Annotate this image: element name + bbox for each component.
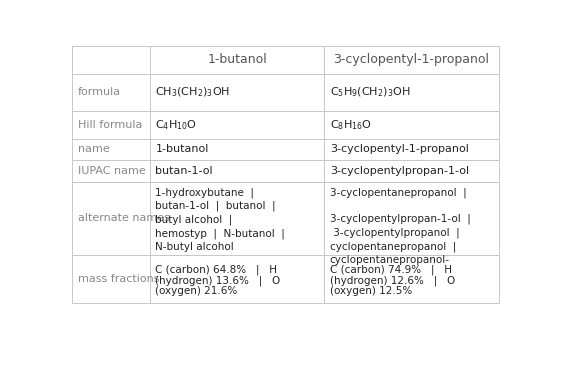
Text: 3-cyclopentyl-1-propanol: 3-cyclopentyl-1-propanol — [333, 53, 490, 66]
Bar — [72, 160, 150, 182]
Text: Hill formula: Hill formula — [78, 120, 142, 130]
Text: mass fractions: mass fractions — [78, 274, 159, 284]
Bar — [324, 74, 499, 111]
Text: (oxygen) 21.6%: (oxygen) 21.6% — [155, 287, 238, 296]
Text: 1-hydroxybutane  |
butan-1-ol  |  butanol  |
butyl alcohol  |
hemostyp  |  N-but: 1-hydroxybutane | butan-1-ol | butanol |… — [155, 187, 285, 252]
Text: C$_5$H$_9$(CH$_2$)$_3$OH: C$_5$H$_9$(CH$_2$)$_3$OH — [330, 85, 410, 99]
Text: formula: formula — [78, 87, 121, 97]
Bar — [324, 160, 499, 182]
Bar — [150, 46, 324, 74]
Text: butan-1-ol: butan-1-ol — [155, 166, 213, 176]
Bar — [150, 74, 324, 111]
Bar — [324, 255, 499, 303]
Text: 3-cyclopentanepropanol  |

3-cyclopentylpropan-1-ol  |
 3-cyclopentylpropanol  |: 3-cyclopentanepropanol | 3-cyclopentylpr… — [330, 187, 471, 265]
Text: alternate names: alternate names — [78, 213, 170, 223]
Text: 3-cyclopentylpropan-1-ol: 3-cyclopentylpropan-1-ol — [330, 166, 469, 176]
Bar — [150, 160, 324, 182]
Text: C (carbon) 74.9%   |   H: C (carbon) 74.9% | H — [330, 265, 452, 275]
Text: C$_4$H$_{10}$O: C$_4$H$_{10}$O — [155, 118, 197, 131]
Bar — [150, 255, 324, 303]
Bar — [72, 138, 150, 160]
Bar — [72, 74, 150, 111]
Bar — [150, 111, 324, 138]
Bar — [324, 46, 499, 74]
Text: name: name — [78, 144, 109, 154]
Bar — [72, 111, 150, 138]
Text: IUPAC name: IUPAC name — [78, 166, 146, 176]
Text: C$_8$H$_{16}$O: C$_8$H$_{16}$O — [330, 118, 372, 131]
Bar — [150, 182, 324, 255]
Text: (hydrogen) 12.6%   |   O: (hydrogen) 12.6% | O — [330, 276, 455, 286]
Bar — [324, 138, 499, 160]
Bar — [150, 138, 324, 160]
Text: 1-butanol: 1-butanol — [155, 144, 209, 154]
Text: 3-cyclopentyl-1-propanol: 3-cyclopentyl-1-propanol — [330, 144, 468, 154]
Bar — [324, 111, 499, 138]
Text: (hydrogen) 13.6%   |   O: (hydrogen) 13.6% | O — [155, 276, 280, 286]
Bar — [72, 46, 150, 74]
Text: CH$_3$(CH$_2$)$_3$OH: CH$_3$(CH$_2$)$_3$OH — [155, 85, 231, 99]
Bar — [324, 182, 499, 255]
Bar — [72, 182, 150, 255]
Bar — [72, 255, 150, 303]
Text: 1-butanol: 1-butanol — [207, 53, 267, 66]
Text: C (carbon) 64.8%   |   H: C (carbon) 64.8% | H — [155, 265, 277, 275]
Text: (oxygen) 12.5%: (oxygen) 12.5% — [330, 287, 412, 296]
